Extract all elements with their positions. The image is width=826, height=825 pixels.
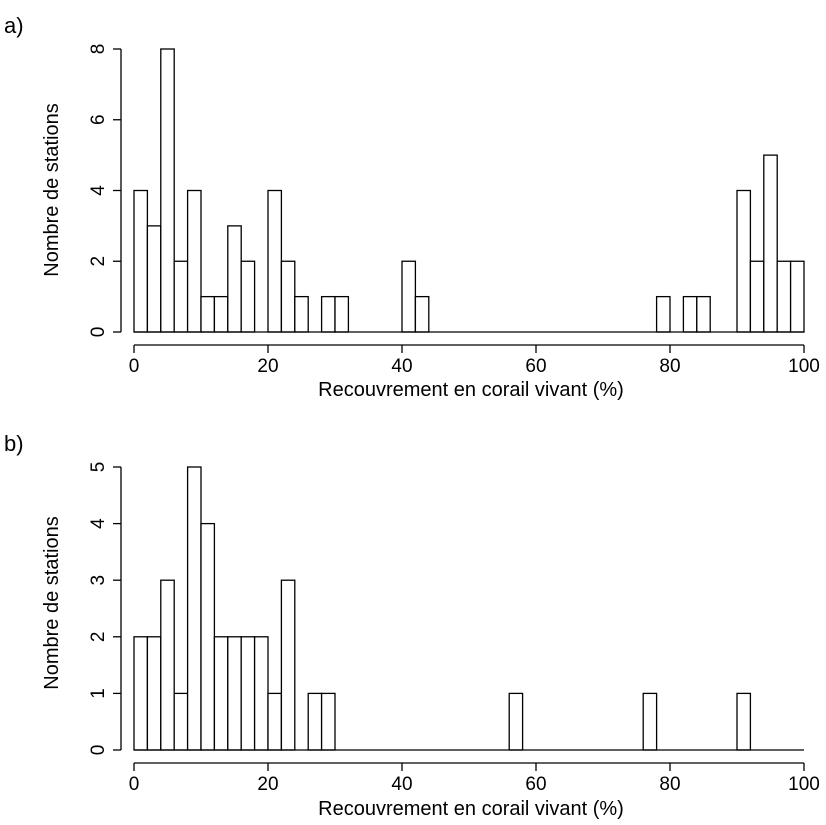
x-axis-title: Recouvrement en corail vivant (%) bbox=[318, 798, 624, 820]
x-tick-label: 100 bbox=[788, 356, 820, 377]
x-tick-label: 20 bbox=[257, 774, 278, 795]
histogram-bar bbox=[682, 295, 698, 333]
histogram-bar bbox=[320, 295, 336, 333]
histogram-bar bbox=[696, 295, 711, 333]
x-tick-label: 60 bbox=[525, 356, 546, 377]
y-tick-label: 0 bbox=[88, 327, 109, 338]
histogram-bar bbox=[240, 260, 256, 333]
histogram-bar bbox=[280, 579, 296, 751]
histogram-bar bbox=[240, 636, 256, 751]
y-tick-label: 4 bbox=[88, 185, 109, 196]
histogram-bar bbox=[307, 692, 323, 751]
histogram-bar bbox=[253, 636, 269, 751]
histogram-bar bbox=[160, 579, 175, 751]
histogram-bar bbox=[186, 189, 202, 333]
x-tick-label: 0 bbox=[129, 774, 140, 795]
histogram-bar bbox=[267, 692, 283, 751]
histogram-bar bbox=[133, 636, 149, 751]
histogram-bar bbox=[280, 260, 296, 333]
histogram-bar bbox=[146, 636, 162, 751]
histogram-bar bbox=[508, 692, 524, 751]
histogram-bar bbox=[642, 692, 658, 751]
histogram-bar bbox=[401, 260, 417, 333]
histogram-bar bbox=[173, 260, 189, 333]
histogram-bar bbox=[776, 260, 792, 333]
histogram-bar bbox=[655, 295, 671, 333]
histogram-bar bbox=[736, 189, 752, 333]
histogram-bar bbox=[320, 692, 336, 751]
histogram-bar bbox=[789, 260, 805, 333]
x-tick-label: 80 bbox=[659, 356, 680, 377]
histogram-bar bbox=[294, 295, 309, 333]
histogram-bar bbox=[200, 522, 216, 751]
y-tick-label: 8 bbox=[88, 44, 109, 55]
histogram-bar bbox=[749, 260, 765, 333]
x-tick-label: 20 bbox=[257, 356, 278, 377]
y-tick-label: 2 bbox=[88, 632, 109, 643]
histogram-bar bbox=[267, 189, 283, 333]
x-tick-label: 100 bbox=[788, 774, 820, 795]
y-tick-label: 4 bbox=[88, 518, 109, 529]
x-tick-label: 60 bbox=[525, 774, 546, 795]
panel-label: b) bbox=[4, 431, 24, 456]
histogram-bar bbox=[173, 692, 189, 751]
histogram-bar bbox=[160, 48, 175, 333]
histogram-bar bbox=[213, 295, 229, 333]
histogram-bar bbox=[414, 295, 430, 333]
histogram-bar bbox=[334, 295, 350, 333]
histogram-bar bbox=[146, 225, 162, 333]
histogram-bar bbox=[200, 295, 216, 333]
histogram-bar bbox=[186, 466, 202, 751]
x-tick-label: 0 bbox=[129, 356, 140, 377]
y-tick-label: 6 bbox=[88, 114, 109, 125]
y-tick-label: 2 bbox=[88, 256, 109, 267]
y-tick-label: 3 bbox=[88, 575, 109, 586]
y-tick-label: 5 bbox=[88, 462, 109, 473]
x-tick-label: 40 bbox=[391, 356, 412, 377]
x-tick-label: 40 bbox=[391, 774, 412, 795]
histogram-bar bbox=[213, 636, 229, 751]
x-tick-label: 80 bbox=[659, 774, 680, 795]
y-tick-label: 0 bbox=[88, 745, 109, 756]
y-tick-label: 1 bbox=[88, 688, 109, 699]
x-axis-title: Recouvrement en corail vivant (%) bbox=[318, 379, 624, 401]
histogram-bar bbox=[227, 225, 242, 333]
histogram-bar bbox=[763, 154, 778, 333]
y-axis-title: Nombre de stations bbox=[41, 516, 63, 689]
histogram-bar bbox=[227, 636, 242, 751]
histogram-bar bbox=[736, 692, 752, 751]
y-axis-title: Nombre de stations bbox=[41, 103, 63, 276]
histogram-bar bbox=[133, 189, 149, 333]
panel-label: a) bbox=[4, 13, 24, 38]
